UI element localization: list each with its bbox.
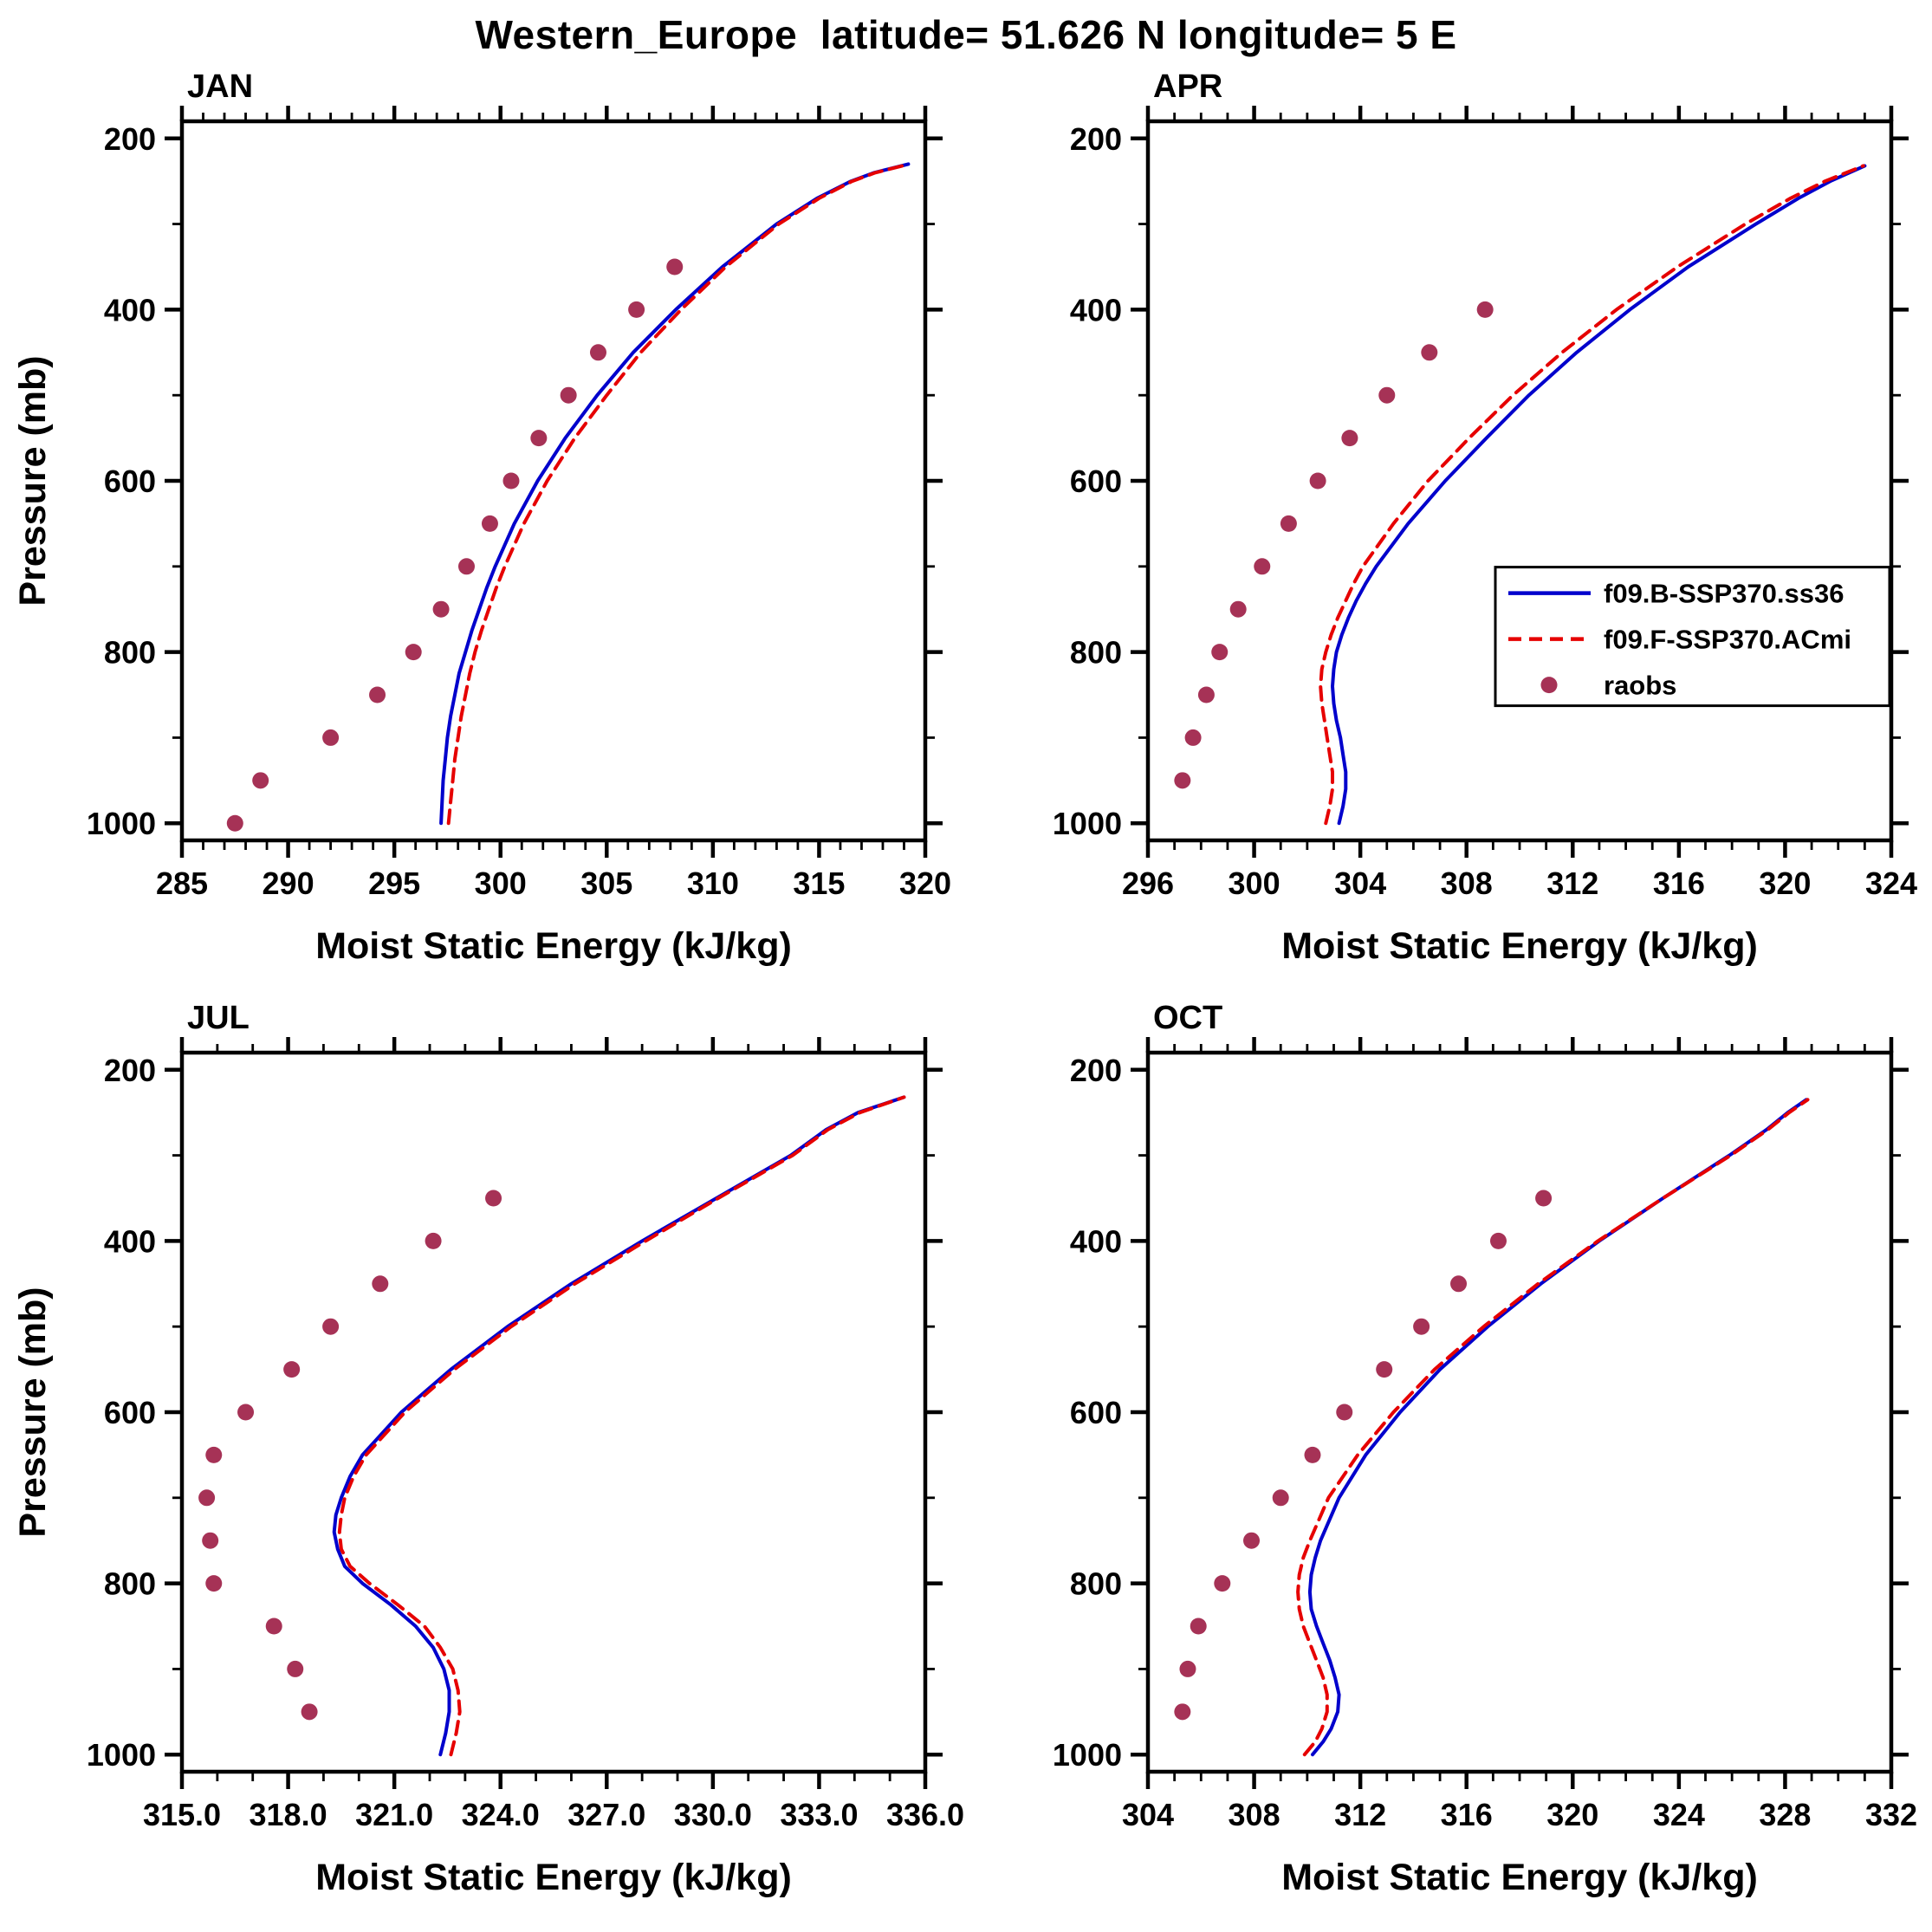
chart-jul: 315.0 318.0 321.0 324.0 327.0 330.0 333.0 336.0… xyxy=(12,1001,964,1898)
svg-text:800: 800 xyxy=(104,1566,156,1602)
svg-text:Pressure (mb): Pressure (mb) xyxy=(12,355,54,606)
svg-text:400: 400 xyxy=(1070,292,1122,327)
svg-text:328: 328 xyxy=(1759,1797,1811,1832)
svg-text:200: 200 xyxy=(1070,1053,1122,1088)
svg-text:600: 600 xyxy=(104,1395,156,1430)
svg-text:400: 400 xyxy=(104,1223,156,1259)
chart-jan: 285 290 295 300 305 310 315 320 200 400 600 800 1000… xyxy=(12,69,951,967)
svg-text:316: 316 xyxy=(1441,1797,1493,1832)
panel-jul: 315.0 318.0 321.0 324.0 327.0 330.0 333.0 336.0… xyxy=(0,1001,966,1932)
svg-text:1000: 1000 xyxy=(1053,806,1122,841)
svg-text:JAN: JAN xyxy=(187,69,253,105)
svg-text:1000: 1000 xyxy=(1053,1737,1122,1773)
svg-text:315: 315 xyxy=(793,866,845,901)
svg-text:f09.F-SSP370.ACmi: f09.F-SSP370.ACmi xyxy=(1604,625,1851,655)
panel-jan: 285 290 295 300 305 310 315 320 200 400 600 800 1000… xyxy=(0,69,966,1001)
svg-text:300: 300 xyxy=(1229,866,1280,901)
svg-text:800: 800 xyxy=(1070,635,1122,671)
svg-text:285: 285 xyxy=(156,866,208,901)
svg-text:327.0: 327.0 xyxy=(567,1797,645,1832)
svg-text:312: 312 xyxy=(1546,866,1598,901)
svg-text:Moist Static Energy (kJ/kg): Moist Static Energy (kJ/kg) xyxy=(1281,925,1758,967)
svg-text:315.0: 315.0 xyxy=(143,1797,221,1832)
svg-text:Moist Static Energy (kJ/kg): Moist Static Energy (kJ/kg) xyxy=(315,925,792,967)
svg-text:316: 316 xyxy=(1653,866,1705,901)
svg-text:308: 308 xyxy=(1441,866,1493,901)
svg-text:320: 320 xyxy=(1759,866,1811,901)
svg-text:Moist Static Energy (kJ/kg): Moist Static Energy (kJ/kg) xyxy=(1281,1857,1758,1898)
svg-text:f09.B-SSP370.ss36: f09.B-SSP370.ss36 xyxy=(1604,579,1844,609)
chart-apr: 296 300 304 308 312 316 320 324 200 400 600 800 1000… xyxy=(1053,69,1917,967)
svg-text:310: 310 xyxy=(687,866,739,901)
svg-text:324.0: 324.0 xyxy=(462,1797,540,1832)
svg-text:333.0: 333.0 xyxy=(780,1797,858,1832)
svg-text:Moist Static Energy (kJ/kg): Moist Static Energy (kJ/kg) xyxy=(315,1857,792,1898)
svg-text:290: 290 xyxy=(263,866,314,901)
svg-text:321.0: 321.0 xyxy=(355,1797,433,1832)
svg-text:324: 324 xyxy=(1653,1797,1705,1832)
svg-text:336.0: 336.0 xyxy=(886,1797,964,1832)
svg-text:324: 324 xyxy=(1865,866,1917,901)
svg-text:330.0: 330.0 xyxy=(674,1797,752,1832)
svg-text:304: 304 xyxy=(1334,866,1386,901)
panels-grid: 285 290 295 300 305 310 315 320 200 400 600 800 1000… xyxy=(0,69,1932,1932)
svg-text:200: 200 xyxy=(104,121,156,157)
svg-text:332: 332 xyxy=(1865,1797,1917,1832)
svg-text:320: 320 xyxy=(1546,1797,1598,1832)
svg-text:1000: 1000 xyxy=(87,1737,156,1773)
figure-title: Western_Europe latitude= 51.626 N longit… xyxy=(475,12,1457,57)
svg-text:308: 308 xyxy=(1229,1797,1280,1832)
svg-text:296: 296 xyxy=(1122,866,1174,901)
svg-text:312: 312 xyxy=(1334,1797,1386,1832)
svg-text:200: 200 xyxy=(1070,121,1122,157)
svg-text:raobs: raobs xyxy=(1604,671,1676,701)
svg-text:800: 800 xyxy=(104,635,156,671)
svg-text:305: 305 xyxy=(580,866,632,901)
svg-text:300: 300 xyxy=(475,866,527,901)
svg-text:OCT: OCT xyxy=(1153,1001,1222,1036)
panel-oct: 304 308 312 316 320 324 328 332 200 400 600 800 1000… xyxy=(966,1001,1932,1932)
svg-text:APR: APR xyxy=(1153,69,1222,105)
svg-text:800: 800 xyxy=(1070,1566,1122,1602)
svg-text:200: 200 xyxy=(104,1053,156,1088)
svg-text:Pressure (mb): Pressure (mb) xyxy=(12,1287,54,1537)
panel-apr: 296 300 304 308 312 316 320 324 200 400 600 800 1000… xyxy=(966,69,1932,1001)
svg-text:600: 600 xyxy=(1070,1395,1122,1430)
svg-text:318.0: 318.0 xyxy=(250,1797,327,1832)
svg-text:295: 295 xyxy=(368,866,420,901)
svg-text:400: 400 xyxy=(1070,1223,1122,1259)
svg-text:600: 600 xyxy=(104,464,156,499)
svg-text:400: 400 xyxy=(104,292,156,327)
svg-text:320: 320 xyxy=(899,866,951,901)
svg-text:1000: 1000 xyxy=(87,806,156,841)
svg-text:JUL: JUL xyxy=(187,1001,250,1036)
svg-text:304: 304 xyxy=(1122,1797,1174,1832)
svg-text:600: 600 xyxy=(1070,464,1122,499)
chart-oct: 304 308 312 316 320 324 328 332 200 400 600 800 1000… xyxy=(1053,1001,1917,1898)
